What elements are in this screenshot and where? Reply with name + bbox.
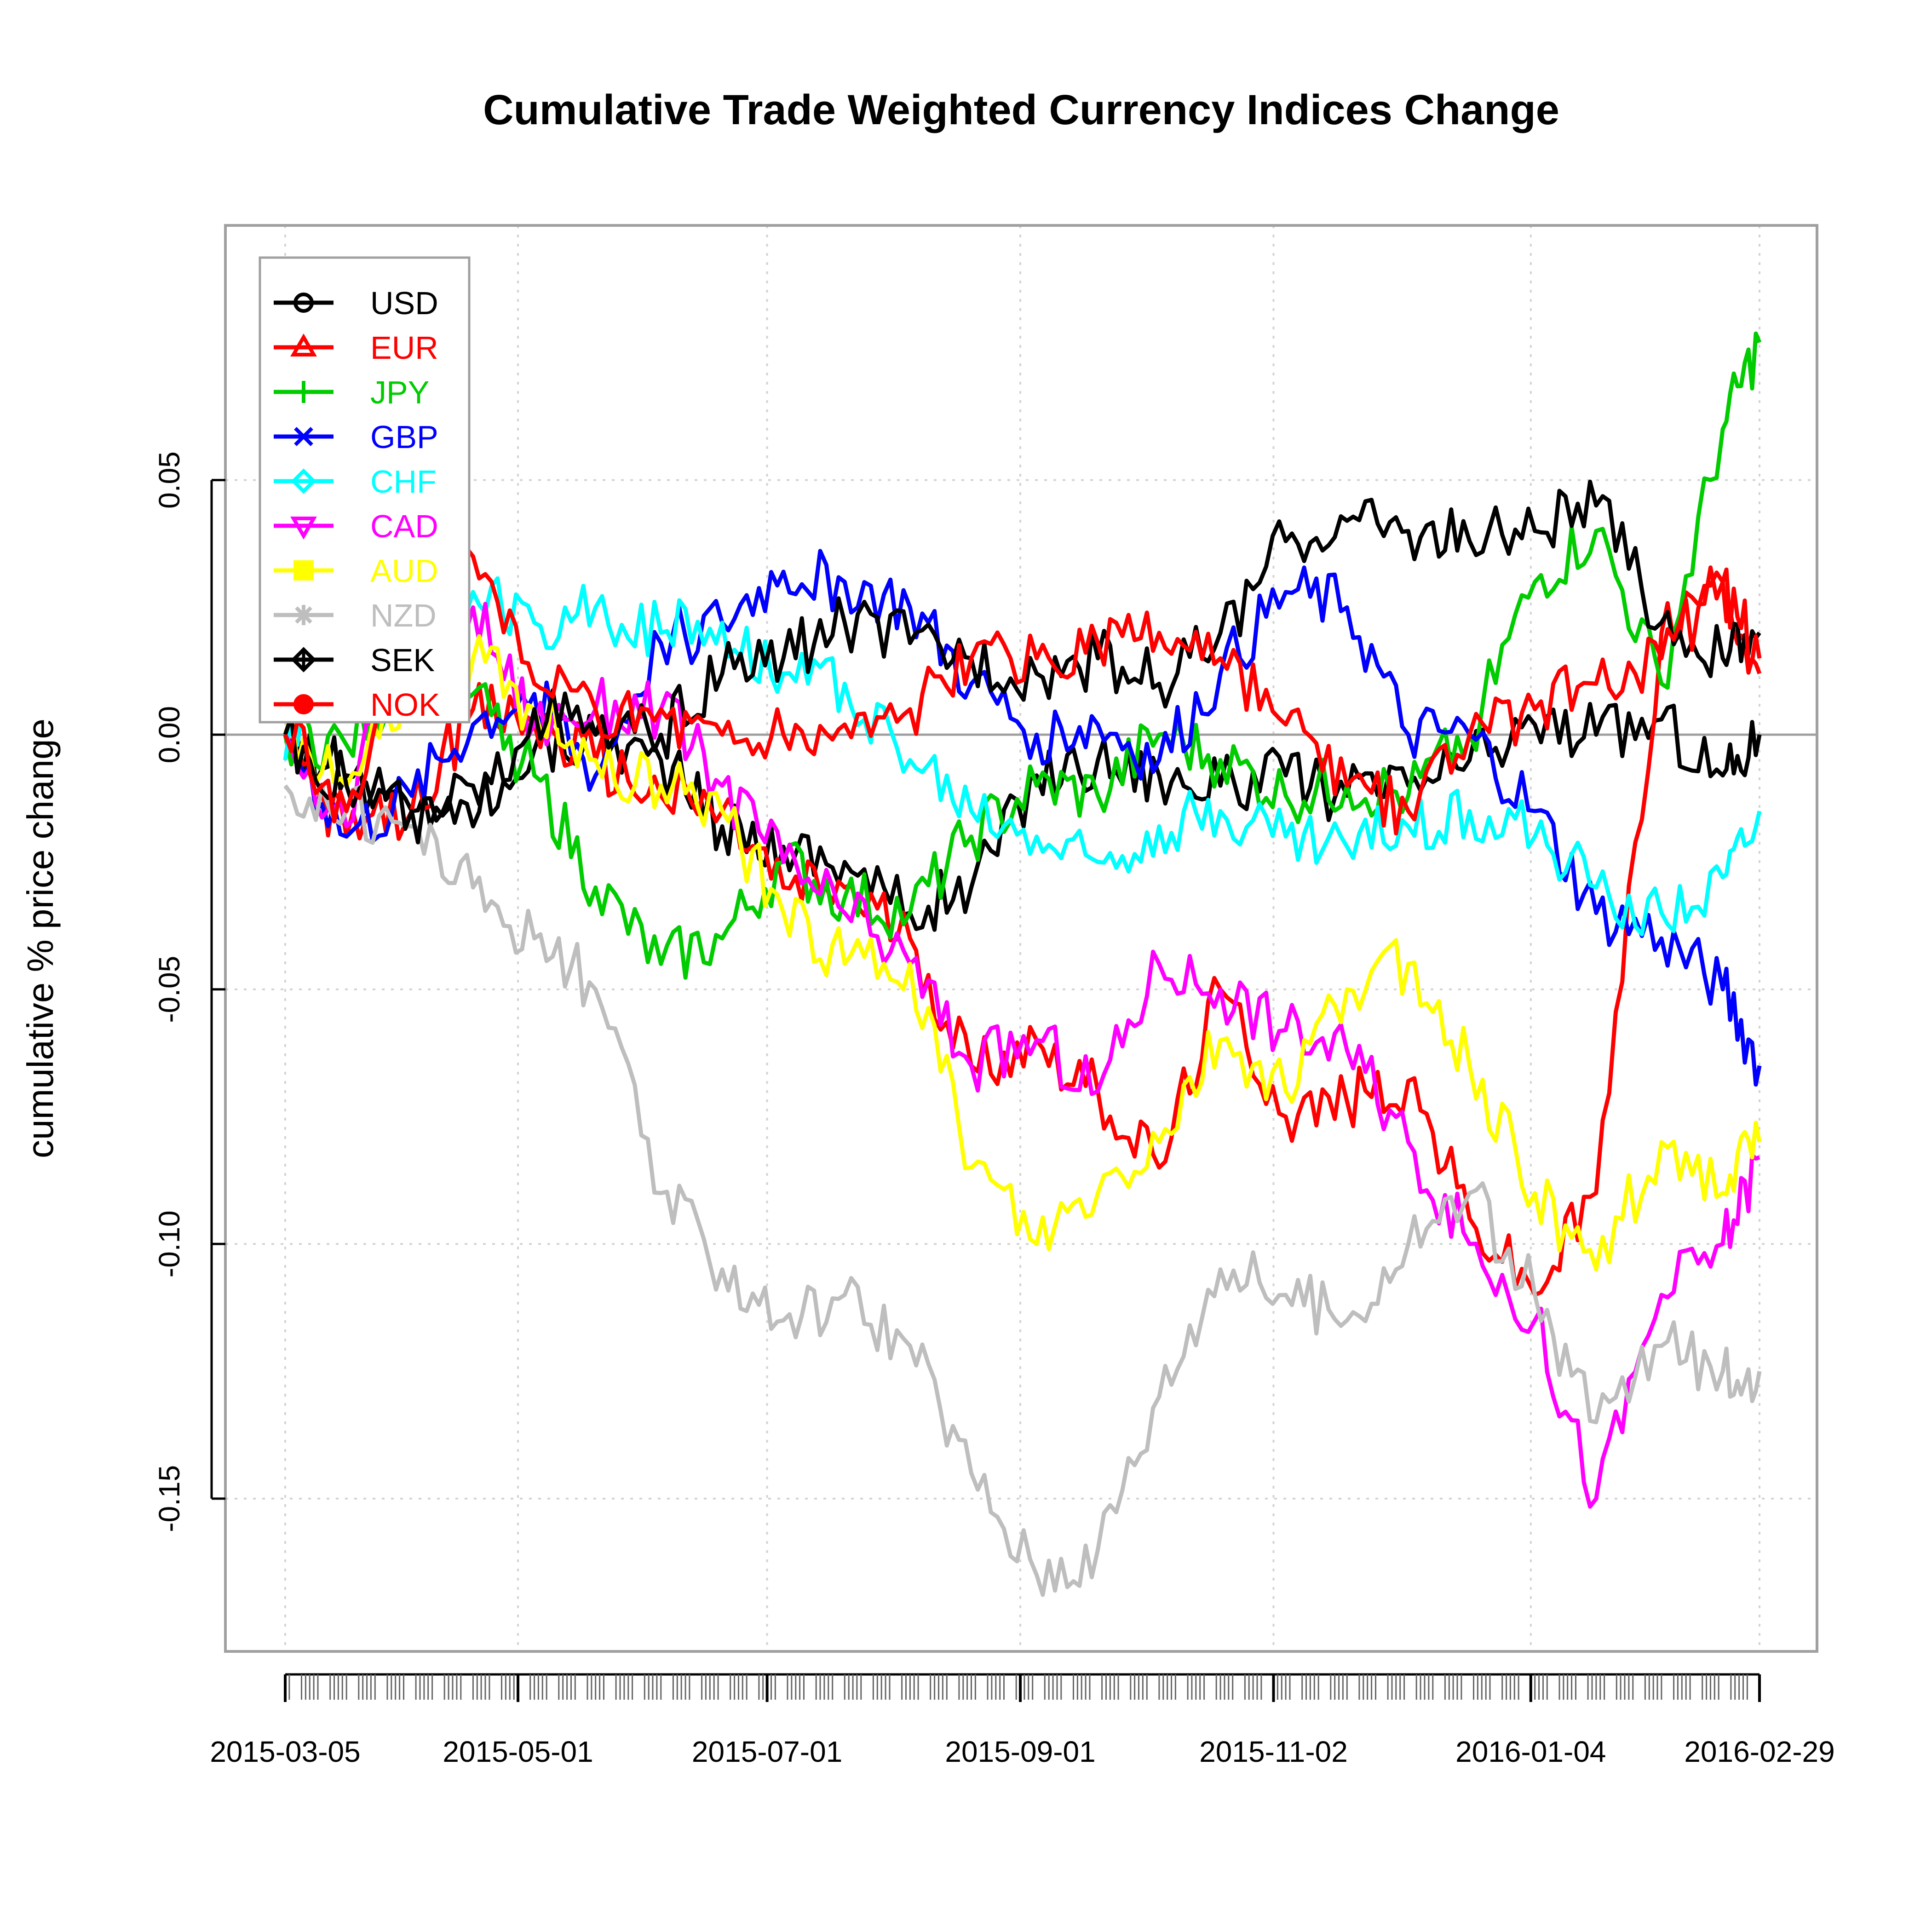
- legend-marker-eur: [290, 334, 317, 356]
- y-tick-label-4: 0.05: [153, 451, 186, 509]
- legend-label-nzd: NZD: [370, 598, 437, 633]
- y-tick-label-3: 0.00: [153, 706, 186, 764]
- series-line-sek: [283, 479, 1761, 845]
- series-line-gbp: [283, 549, 1762, 1087]
- x-axis: 2015-03-05 2015-05-01 2015-07-01 2015-09-01…: [210, 1673, 1835, 1768]
- x-tick-label-2: 2015-07-01: [692, 1735, 842, 1768]
- y-tick-label-1: -0.10: [153, 1210, 186, 1277]
- x-tick-label-4: 2015-11-02: [1199, 1735, 1348, 1768]
- legend-marker-usd: [293, 293, 314, 313]
- plot-frame: [224, 224, 1818, 1653]
- y-axis-label: cumulative % price change: [20, 719, 61, 1158]
- legend-label-cad: CAD: [370, 508, 438, 544]
- x-minor-ticks: [284, 1674, 1760, 1700]
- series-line-usd: [283, 702, 1762, 932]
- y-axis: -0.15 -0.10 -0.05 0.00 0.05: [153, 451, 225, 1532]
- series-line-nzd: [283, 784, 1762, 1597]
- series-line-nok: [283, 546, 1762, 836]
- legend-label-usd: USD: [370, 285, 438, 321]
- legend-marker-chf: [291, 468, 316, 494]
- legend-label-sek: SEK: [370, 642, 435, 678]
- legend-label-jpy: JPY: [370, 374, 429, 410]
- chart-title: Cumulative Trade Weighted Currency Indic…: [483, 86, 1559, 133]
- legend-label-eur: EUR: [370, 330, 438, 366]
- legend-marker-gbp: [294, 427, 313, 446]
- series-line-cad: [283, 562, 1760, 1509]
- legend: USD EUR JPY GBP CHF CAD AUD NZD SEK NOK: [259, 256, 471, 724]
- y-tick-label-0: -0.15: [153, 1465, 186, 1532]
- legend-label-nok: NOK: [370, 687, 440, 723]
- legend-box: [259, 256, 471, 724]
- series-lines: [283, 331, 1762, 1597]
- legend-marker-nok: [293, 694, 314, 714]
- x-tick-label-6: 2016-02-29: [1684, 1735, 1834, 1768]
- legend-label-chf: CHF: [370, 464, 437, 500]
- x-tick-label-0: 2015-03-05: [210, 1735, 360, 1768]
- series-line-jpy: [283, 331, 1762, 980]
- x-tick-label-1: 2015-05-01: [443, 1735, 593, 1768]
- series-line-chf: [283, 572, 1762, 937]
- x-tick-label-5: 2016-01-04: [1455, 1735, 1606, 1768]
- legend-marker-jpy: [293, 381, 315, 403]
- x-tick-label-3: 2015-09-01: [945, 1735, 1095, 1768]
- legend-marker-nzd: [293, 605, 314, 625]
- legend-label-aud: AUD: [370, 553, 438, 589]
- legend-label-gbp: GBP: [370, 419, 438, 455]
- legend-marker-aud: [293, 560, 314, 581]
- y-tick-label-2: -0.05: [153, 956, 186, 1023]
- legend-marker-cad: [290, 517, 317, 540]
